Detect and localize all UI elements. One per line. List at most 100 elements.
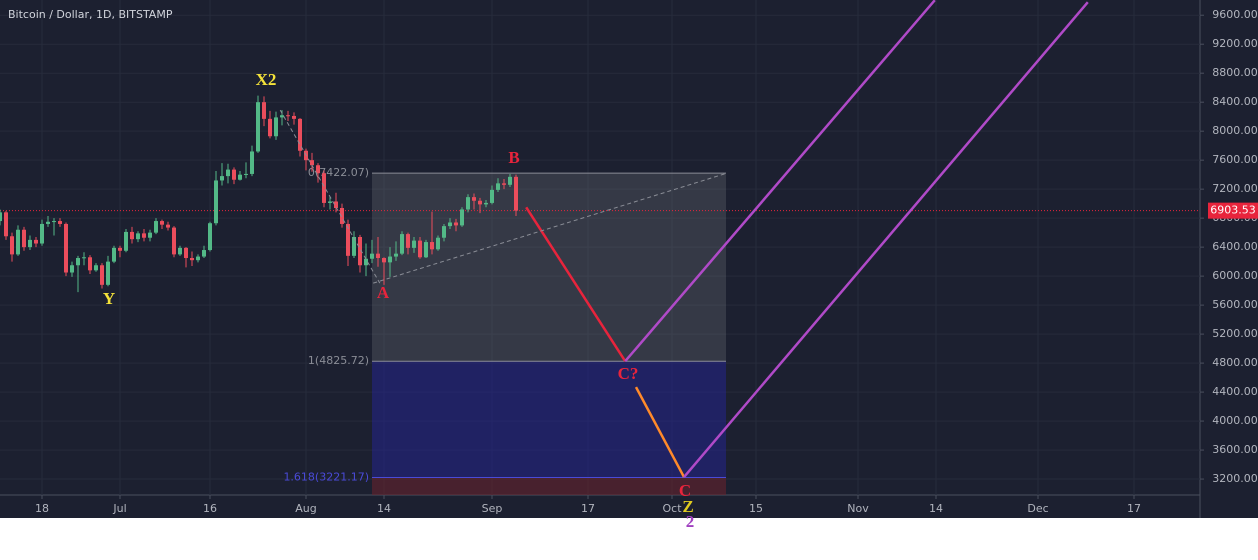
y-tick-label: 9200.00 [1212,37,1258,50]
candle-body [370,253,374,259]
candle-body [94,265,98,271]
candle-body [358,236,362,266]
fib-label: 1.618(3221.17) [283,471,369,484]
y-tick-label: 8800.00 [1212,66,1258,79]
candle-body [34,239,38,244]
wave-label: B [508,148,519,167]
candle-body [268,118,272,137]
y-tick-label: 3200.00 [1212,472,1258,485]
candle-body [82,257,86,259]
x-tick-label: Dec [1027,502,1048,515]
last-price-label: 6903.53 [1210,204,1256,217]
candle-body [166,224,170,228]
trend-line [525,206,627,362]
x-tick-label: 14 [377,502,391,515]
candle-body [172,227,176,255]
candle-body [124,231,128,251]
candle-body [436,237,440,250]
x-tick-label: 17 [581,502,595,515]
candle-body [382,258,386,263]
trend-line [634,386,686,478]
y-tick-label: 3600.00 [1212,443,1258,456]
x-tick-label: Nov [847,502,869,515]
x-tick-label: Jul [112,502,126,515]
candle-body [256,102,260,152]
candle-body [310,160,314,166]
candle-body [136,233,140,240]
trend-line [373,172,728,284]
candle-body [142,233,146,238]
candle-body [202,250,206,257]
y-tick-label: 5200.00 [1212,327,1258,340]
candle-body [280,115,284,118]
candle-body [388,256,392,263]
candle-body [40,223,44,244]
x-tick-label: 14 [929,502,943,515]
wave-label: Z [682,497,693,516]
candle-body [496,183,500,190]
candle-body [424,242,428,258]
y-tick-label: 6400.00 [1212,240,1258,253]
candle-body [70,265,74,273]
candle-body [184,247,188,259]
candle-body [250,151,254,174]
candle-body [352,236,356,256]
candle-body [232,169,236,180]
x-tick-label: 17 [1127,502,1141,515]
trend-line [624,0,936,363]
candle-body [400,234,404,254]
trend-line [279,109,381,284]
candle-body [130,231,134,240]
y-tick-label: 9600.00 [1212,8,1258,21]
candle-body [376,253,380,259]
x-tick-label: Aug [295,502,316,515]
trend-line [683,1,1089,478]
candle-body [484,202,488,205]
candle-body [196,256,200,261]
candle-body [442,226,446,238]
candle-body [262,102,266,119]
candle-body [10,236,14,255]
y-tick-label: 7200.00 [1212,182,1258,195]
y-tick-label: 4000.00 [1212,414,1258,427]
wave-label: C? [618,364,639,383]
candle-body [208,223,212,251]
candle-body [154,221,158,233]
candle-body [52,221,56,223]
candle-body [28,239,32,248]
candle-body [478,200,482,205]
candle-body [316,165,320,174]
candle-body [472,197,476,201]
wave-label: Y [103,289,115,308]
wave-label: 2 [686,512,695,531]
candle-body [448,222,452,227]
candle-body [514,176,518,211]
candle-body [340,208,344,224]
wave-label: C [679,481,691,500]
candle-body [46,221,50,224]
x-tick-label: Oct [662,502,682,515]
candle-body [16,229,20,255]
fib-label: 1(4825.72) [308,354,369,367]
candle-body [322,173,326,203]
candle-body [490,189,494,203]
candle-body [286,115,290,117]
candle-body [346,223,350,256]
candle-body [466,197,470,210]
candle-body [64,223,68,273]
candle-body [58,221,62,224]
candle-body [0,212,2,222]
fib-zone [372,477,726,495]
candle-body [106,261,110,285]
x-tick-label: Sep [482,502,503,515]
candle-body [244,173,248,175]
last-price-box [1208,202,1258,219]
candle-body [118,247,122,251]
wave-label: X2 [256,70,277,89]
candle-body [148,232,152,238]
candle-body [328,201,332,203]
candle-body [454,222,458,226]
candle-body [364,258,368,266]
x-tick-label: 15 [749,502,763,515]
